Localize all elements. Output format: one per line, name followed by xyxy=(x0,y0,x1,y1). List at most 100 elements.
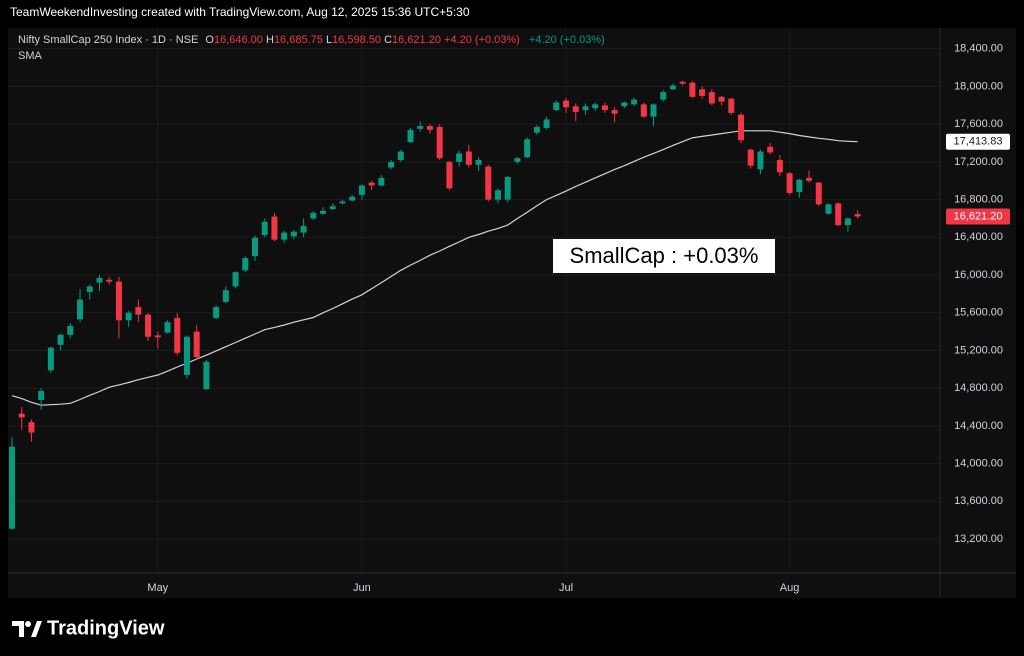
candle-body xyxy=(854,214,861,217)
candle-body xyxy=(339,201,346,204)
candle-body xyxy=(786,173,793,194)
candle-body xyxy=(446,161,453,189)
y-tick-label: 18,400.00 xyxy=(954,43,1003,55)
y-tick-label: 15,600.00 xyxy=(954,307,1003,319)
candle-body xyxy=(290,231,297,237)
annotation: SmallCap : +0.03% xyxy=(570,243,759,268)
candle-body xyxy=(281,232,288,240)
candle-body xyxy=(650,104,657,117)
candle-body xyxy=(329,206,336,210)
candle-body xyxy=(164,322,171,333)
candle-body xyxy=(232,272,239,287)
ohlc-key: O xyxy=(205,34,214,46)
candle-body xyxy=(533,127,540,133)
candle-body xyxy=(699,89,706,96)
logo-shape xyxy=(12,621,24,637)
y-tick-label: 16,800.00 xyxy=(954,194,1003,206)
candle-body xyxy=(193,331,200,358)
ohlc-key: H xyxy=(266,34,274,46)
candle-body xyxy=(397,151,404,161)
y-tick-label: 18,000.00 xyxy=(954,80,1003,92)
candle-body xyxy=(592,104,599,109)
candle-body xyxy=(106,279,113,282)
candle-body xyxy=(261,221,268,235)
candle-body xyxy=(689,82,696,97)
candle-body xyxy=(67,325,74,335)
candle-body xyxy=(388,161,395,168)
candle-body xyxy=(145,314,152,337)
candle-body xyxy=(679,81,686,84)
brand: TradingView xyxy=(47,617,165,639)
candle-body xyxy=(9,446,15,529)
candle-body xyxy=(252,237,258,257)
ohlc-value: 16,646.00 xyxy=(214,34,263,46)
y-tick-label: 13,200.00 xyxy=(954,533,1003,545)
candle-body xyxy=(426,126,433,130)
candle-body xyxy=(28,422,35,433)
candle-body xyxy=(495,190,501,200)
price-label-box xyxy=(946,133,1010,150)
candle-body xyxy=(271,216,278,240)
candle-body xyxy=(368,182,375,186)
x-tick-label: Jul xyxy=(559,582,573,594)
candle-body xyxy=(485,166,492,200)
candle-body xyxy=(310,212,317,219)
candle-body xyxy=(475,160,482,165)
candle-body xyxy=(631,99,638,105)
candle-body xyxy=(465,151,472,165)
y-tick-label: 13,600.00 xyxy=(954,495,1003,507)
candle-body xyxy=(38,391,45,400)
y-tick-label: 17,600.00 xyxy=(954,118,1003,130)
candle-body xyxy=(796,179,803,193)
candle-body xyxy=(115,281,122,321)
candle-body xyxy=(601,105,608,111)
candle-body xyxy=(514,158,521,162)
candle-body xyxy=(77,299,84,320)
candle-body xyxy=(300,226,307,233)
y-tick-label: 17,200.00 xyxy=(954,156,1003,168)
candle-body xyxy=(47,347,54,371)
candle-body xyxy=(543,119,550,128)
plot: 13,200.00 13,600.00 14,000.00 14,400.00 14,8… xyxy=(8,28,1016,598)
candle-body xyxy=(125,312,132,321)
ohlc-key: L xyxy=(326,34,332,46)
candle-body xyxy=(660,92,667,100)
x-tick-label: Aug xyxy=(780,582,800,594)
price-label-box xyxy=(946,208,1010,225)
candle-body xyxy=(524,139,531,158)
candle-body xyxy=(728,98,735,113)
change: +4.20 (+0.03%) xyxy=(529,34,605,46)
candle-body xyxy=(844,218,851,226)
logo-shape xyxy=(25,621,31,627)
candle-body xyxy=(718,96,725,102)
sma-line xyxy=(11,130,858,406)
candle-body xyxy=(504,176,511,200)
candle-body xyxy=(776,160,783,173)
candle-body xyxy=(203,361,210,390)
candle-body xyxy=(135,307,142,315)
candle-body xyxy=(378,177,385,186)
brand-logo: TradingView xyxy=(12,617,165,639)
logo-shape xyxy=(31,621,42,637)
candle-body xyxy=(669,85,676,90)
candle-body xyxy=(738,114,744,141)
candle-body xyxy=(242,258,249,271)
candle-body xyxy=(349,196,356,201)
candle-body xyxy=(358,185,365,195)
candle-body xyxy=(621,102,628,107)
candle-body xyxy=(320,210,327,214)
candle-body xyxy=(183,336,190,375)
price-label: 16,621.20 xyxy=(954,210,1003,222)
indicator-name: SMA xyxy=(18,50,43,62)
y-tick-label: 14,000.00 xyxy=(954,458,1003,470)
candle-body xyxy=(572,106,579,112)
candle-body xyxy=(708,92,715,104)
candle-body xyxy=(582,106,589,111)
attribution: TeamWeekendInvesting created with Tradin… xyxy=(10,5,470,19)
candle-body xyxy=(96,277,103,283)
candle-body xyxy=(815,182,822,205)
candle-body xyxy=(213,307,220,318)
ohlc-key: C xyxy=(384,34,392,46)
ohlc-value: 16,621.20 xyxy=(392,34,441,46)
